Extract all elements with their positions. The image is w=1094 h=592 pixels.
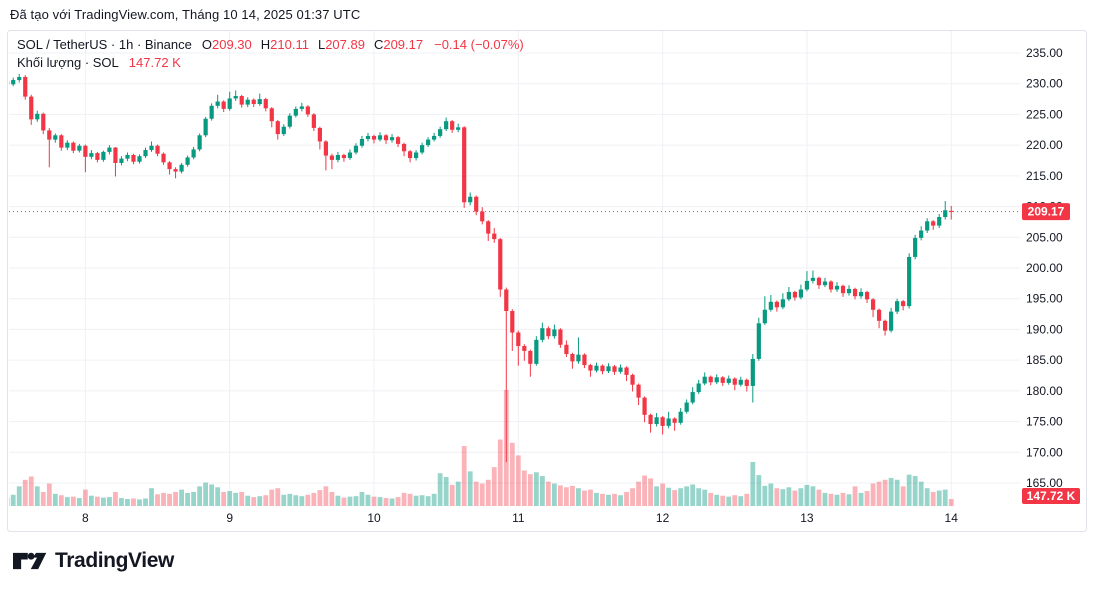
legend-row-volume[interactable]: Khối lượng · SOL 147.72 K [17,54,524,71]
volume-row-label: Khối lượng · SOL [17,55,119,70]
svg-text:9: 9 [226,511,233,525]
tradingview-logo-icon[interactable] [13,548,47,574]
svg-text:225.00: 225.00 [1026,107,1063,121]
change-value: −0.14 (−0.07%) [434,37,524,52]
svg-text:12: 12 [656,511,670,525]
ohlc-low: L207.89 [318,36,365,53]
high-label: H [260,37,271,52]
svg-text:14: 14 [945,511,959,525]
low-value: 207.89 [325,37,365,52]
attribution-text: Đã tạo với TradingView.com, Tháng 10 14,… [10,7,361,22]
svg-text:200.00: 200.00 [1026,261,1063,275]
open-label: O [201,37,212,52]
svg-text:10: 10 [367,511,381,525]
ohlc-close: C209.17 [374,36,423,53]
symbol-title[interactable]: SOL / TetherUS · 1h · Binance [17,37,192,52]
svg-text:13: 13 [800,511,814,525]
high-value: 210.11 [270,37,309,52]
svg-text:185.00: 185.00 [1026,353,1063,367]
volume-row-value: 147.72 K [128,55,181,70]
svg-text:170.00: 170.00 [1026,445,1063,459]
open-value: 209.30 [212,37,252,52]
svg-text:220.00: 220.00 [1026,138,1063,152]
chart-legend: SOL / TetherUS · 1h · Binance O209.30 H2… [17,36,524,72]
svg-text:215.00: 215.00 [1026,169,1063,183]
legend-row-symbol[interactable]: SOL / TetherUS · 1h · Binance O209.30 H2… [17,36,524,53]
low-label: L [317,37,326,52]
ohlc-high: H210.11 [261,36,309,53]
svg-text:209.17: 209.17 [1028,205,1065,219]
svg-text:11: 11 [512,511,525,525]
tradingview-logo-text[interactable]: TradingView [55,549,174,572]
svg-text:235.00: 235.00 [1026,46,1063,60]
svg-text:175.00: 175.00 [1026,415,1063,429]
svg-text:165.00: 165.00 [1026,476,1063,490]
close-value: 209.17 [383,37,424,52]
svg-text:230.00: 230.00 [1026,77,1063,91]
close-label: C [373,37,384,52]
svg-text:205.00: 205.00 [1026,230,1063,244]
svg-text:195.00: 195.00 [1026,292,1063,306]
svg-text:8: 8 [82,511,89,525]
svg-text:180.00: 180.00 [1026,384,1063,398]
footer: TradingView [13,548,174,574]
svg-text:147.72 K: 147.72 K [1027,489,1076,503]
svg-text:190.00: 190.00 [1026,322,1063,336]
ohlc-open: O209.30 [202,36,252,53]
